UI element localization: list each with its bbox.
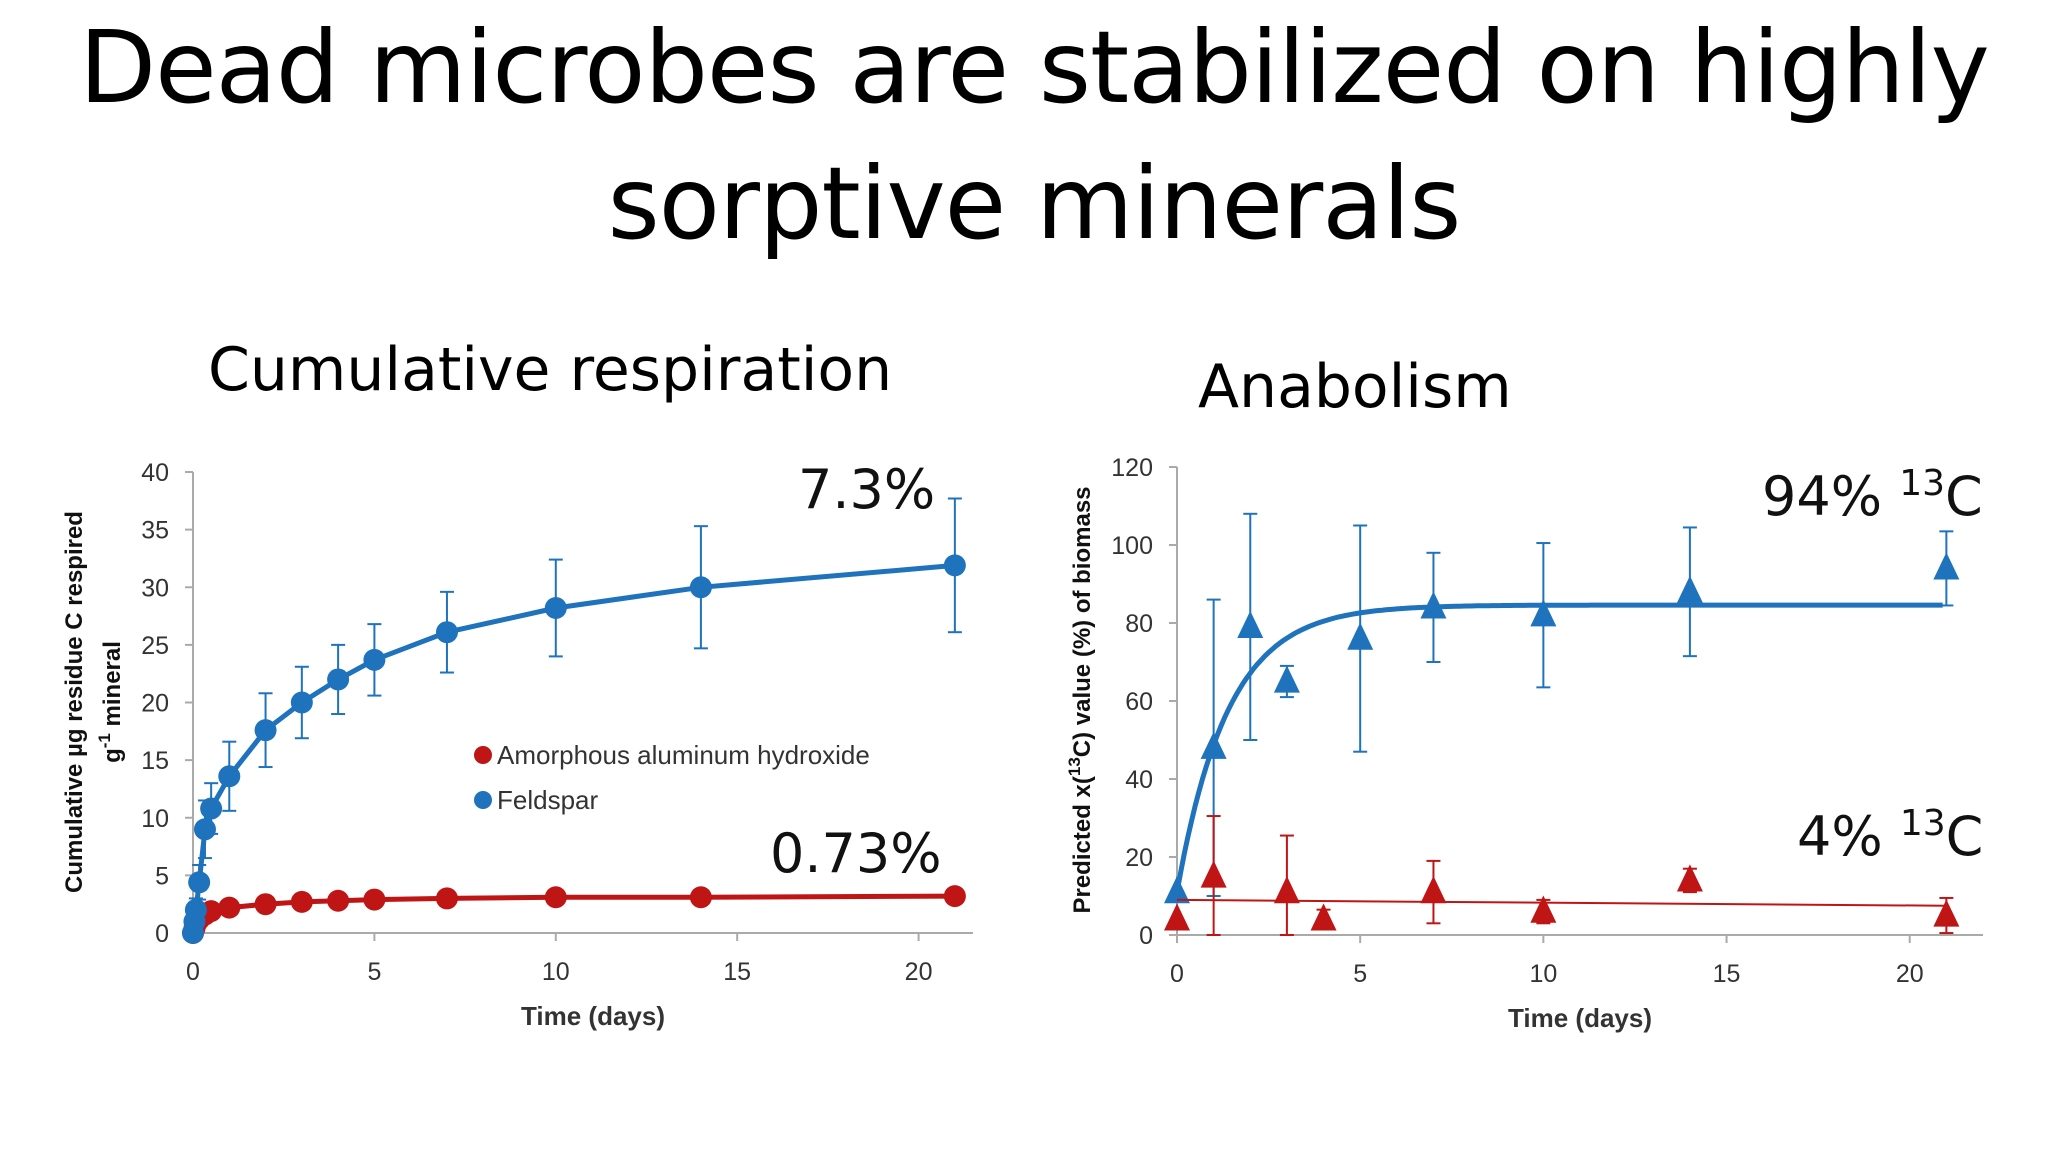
data-point: [184, 898, 207, 921]
x-tick-label: 0: [186, 958, 200, 986]
data-point: [1676, 575, 1703, 603]
data-point: [1530, 599, 1557, 627]
y-tick-label: 5: [155, 862, 169, 890]
data-point: [943, 554, 966, 577]
data-point: [1164, 903, 1190, 931]
data-point: [1530, 895, 1557, 923]
annotation-blue: 94% 13C: [1762, 463, 1983, 528]
y-tick-label: 35: [141, 517, 169, 545]
slide-title: Dead microbes are stabilized on highly s…: [0, 0, 2048, 272]
series-red: [1164, 815, 1960, 936]
x-tick-label: 15: [723, 958, 751, 986]
x-axis-label: Time (days): [521, 1001, 665, 1031]
data-point: [1420, 591, 1447, 619]
data-point: [1237, 610, 1264, 639]
data-point: [943, 885, 966, 908]
data-point: [290, 691, 313, 714]
data-point: [435, 621, 458, 644]
fit-line: [1176, 898, 1947, 907]
data-point: [435, 887, 458, 910]
annotation-feldspar: 7.3%: [798, 458, 935, 521]
x-axis-label: Time (days): [1508, 1003, 1652, 1033]
data-point: [290, 890, 313, 913]
x-tick-label: 0: [1170, 960, 1184, 988]
series-blue: [1164, 512, 1960, 904]
x-tick-label: 20: [905, 958, 933, 986]
x-tick-label: 15: [1713, 960, 1741, 988]
legend: Amorphous aluminum hydroxide Feldspar: [474, 740, 870, 815]
y-tick-label: 120: [1111, 454, 1153, 482]
data-point: [1273, 665, 1300, 693]
data-point: [544, 886, 567, 909]
right-panel-title: Anabolism: [1198, 352, 1512, 422]
data-point: [1310, 903, 1337, 931]
data-point: [689, 576, 712, 599]
data-point: [327, 668, 350, 691]
data-point: [363, 888, 386, 911]
y-tick-label: 10: [141, 805, 169, 833]
x-tick-label: 10: [1529, 960, 1557, 988]
data-point: [218, 765, 241, 788]
y-tick-label: 20: [1125, 844, 1153, 872]
data-point: [254, 893, 277, 916]
y-tick-label: 40: [1125, 766, 1153, 794]
annotation-amorphous: 0.73%: [770, 822, 942, 885]
data-point: [254, 719, 277, 742]
y-tick-label: 60: [1125, 688, 1153, 716]
y-tick-label: 0: [155, 920, 169, 948]
data-point: [1676, 864, 1703, 892]
y-tick-label: 15: [141, 747, 169, 775]
data-point: [1164, 876, 1190, 904]
x-tick-label: 5: [1353, 960, 1367, 988]
data-point: [1933, 552, 1960, 580]
data-point: [193, 818, 216, 841]
respiration-chart: 0 5 10 15 20 25 30 35 40 0 5 10 15 20 Time (days) Cumul…: [61, 458, 973, 1031]
y-tick-label: 40: [141, 459, 169, 487]
y-axis-label-line-1: Cumulative µg residue C respired: [61, 511, 88, 893]
data-point: [363, 648, 386, 671]
y-axis-label: Predicted x(13C) value (%) of biomass: [1065, 486, 1096, 913]
data-point: [188, 871, 211, 894]
x-tick-label: 10: [542, 958, 570, 986]
series-amorphous-aluminum-hydroxide: [182, 885, 966, 944]
annotation-red: 4% 13C: [1797, 803, 1983, 868]
data-point: [544, 596, 567, 619]
legend-marker: [474, 791, 492, 809]
y-tick-label: 20: [141, 690, 169, 718]
data-point: [327, 889, 350, 912]
data-point: [1273, 876, 1300, 904]
y-tick-label: 100: [1111, 532, 1153, 560]
anabolism-chart: 0 20 40 60 80 100 120 0 5 10 15 20 Time (days) Predic…: [1065, 454, 1983, 1033]
y-tick-label: 0: [1139, 922, 1153, 950]
y-tick-label: 30: [141, 574, 169, 602]
data-point: [1347, 622, 1374, 650]
y-tick-label: 80: [1125, 610, 1153, 638]
legend-label: Amorphous aluminum hydroxide: [497, 740, 870, 770]
data-point: [200, 797, 223, 820]
series-feldspar: [182, 497, 966, 944]
data-point: [689, 886, 712, 909]
left-panel-title: Cumulative respiration: [208, 335, 893, 405]
data-point: [218, 896, 241, 919]
slide-title-line-2: sorptive minerals: [607, 145, 1462, 262]
data-point: [1200, 731, 1227, 759]
data-point: [1933, 899, 1960, 927]
x-tick-label: 5: [367, 958, 381, 986]
legend-label: Feldspar: [497, 785, 598, 815]
data-point: [1200, 860, 1227, 888]
slide-title-line-1: Dead microbes are stabilized on highly: [79, 9, 1990, 126]
x-tick-label: 20: [1896, 960, 1924, 988]
fit-curve: [1174, 602, 1943, 893]
data-point: [1420, 876, 1447, 904]
y-tick-label: 25: [141, 632, 169, 660]
y-axis-label-line-2: g-1 mineral: [95, 641, 126, 763]
legend-marker: [474, 746, 492, 764]
